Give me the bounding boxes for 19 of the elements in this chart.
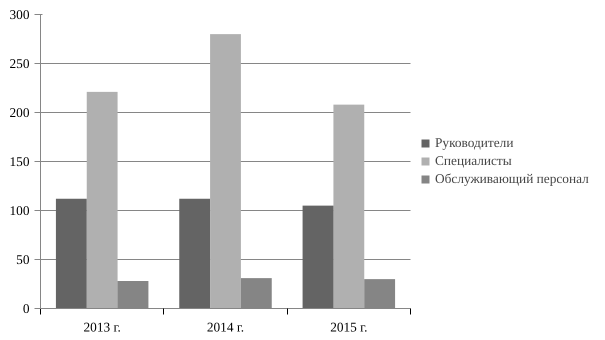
bar — [302, 206, 334, 308]
bar — [210, 34, 241, 308]
bar — [179, 198, 210, 308]
y-tick-label: 100 — [10, 203, 30, 218]
y-tick-label: 0 — [22, 301, 30, 316]
y-tick-label: 50 — [16, 252, 30, 267]
bar — [86, 92, 118, 308]
x-tick-label: 2015 г. — [330, 320, 368, 334]
bar — [56, 198, 87, 308]
bar — [333, 104, 364, 308]
x-tick-label: 2014 г. — [206, 320, 244, 334]
y-tick-label: 300 — [10, 7, 30, 22]
y-tick-label: 150 — [10, 154, 30, 169]
y-tick-label: 250 — [10, 56, 30, 71]
legend-label: Руководители — [435, 135, 514, 151]
y-tick-label: 200 — [10, 105, 30, 120]
legend-label: Специалисты — [435, 153, 512, 169]
legend-label: Обслуживающий персонал — [435, 171, 589, 187]
x-tick-label: 2013 г. — [84, 320, 121, 334]
